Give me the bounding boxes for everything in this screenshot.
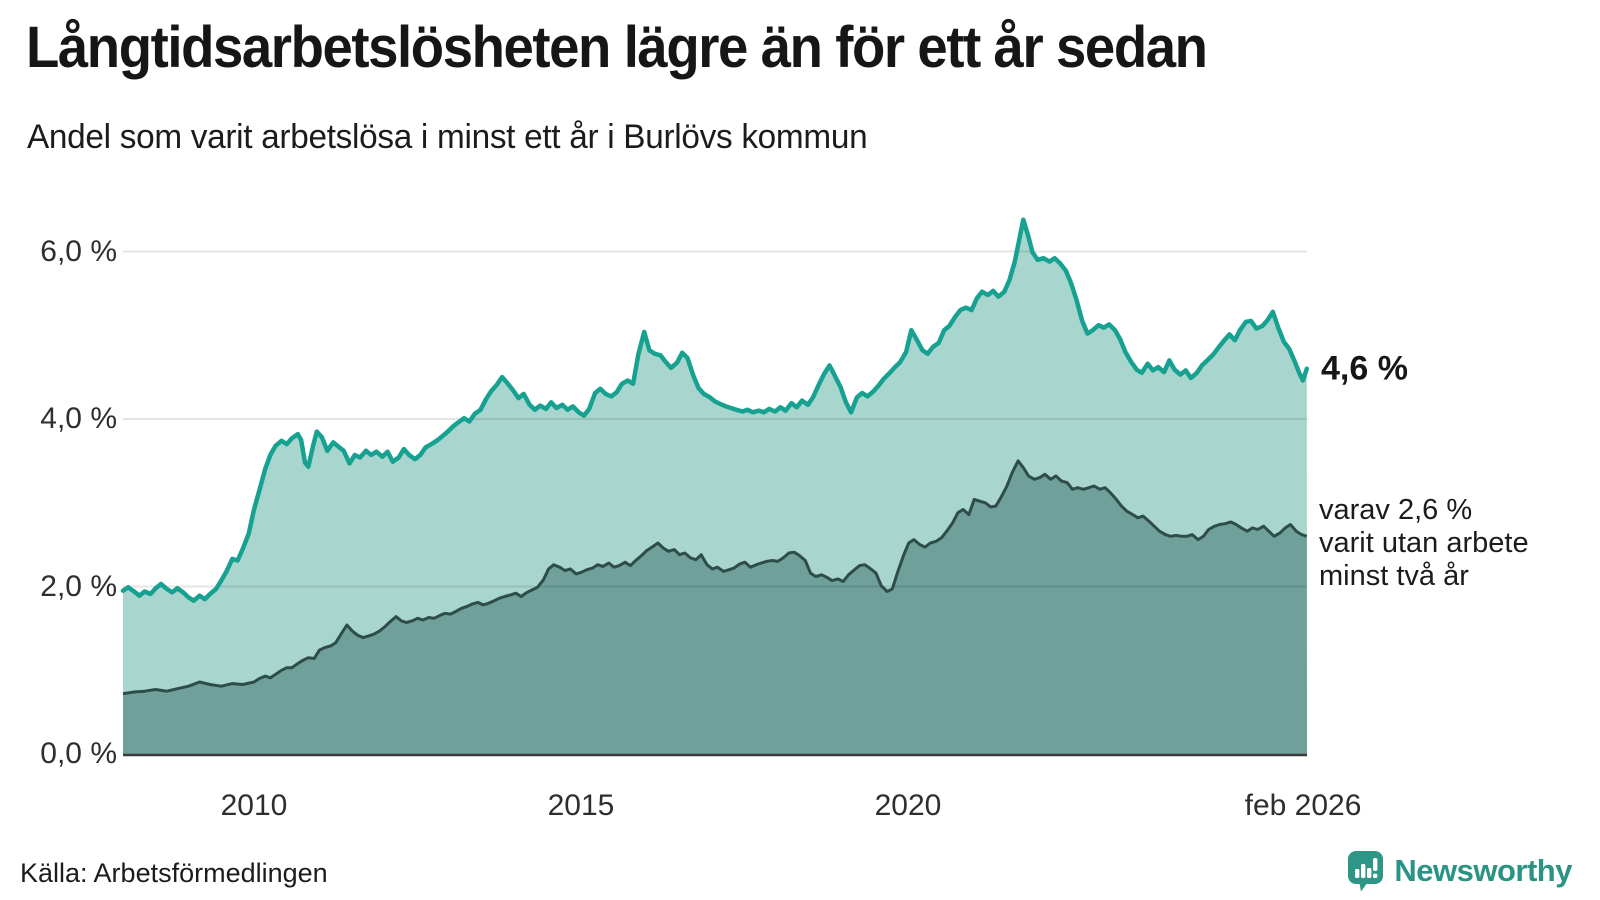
secondary-annotation-line-2: varit utan arbete (1319, 527, 1529, 559)
page-title: Långtidsarbetslösheten lägre än för ett … (26, 15, 1208, 80)
y-tick-label-4: 4,0 % (40, 402, 117, 435)
area-unemployed-min-two-years (123, 460, 1307, 754)
secondary-annotation-line-3: minst två år (1319, 560, 1469, 592)
secondary-annotation-line-1: varav 2,6 % (1319, 494, 1473, 526)
source-credit: Källa: Arbetsförmedlingen (20, 858, 328, 888)
y-tick-label-2: 2,0 % (40, 570, 117, 603)
line-unemployed-min-two-years (122, 459, 1308, 696)
chart-subtitle: Andel som varit arbetslösa i minst ett å… (27, 118, 868, 156)
x-tick-label-feb-2026: feb 2026 (1244, 789, 1362, 822)
x-tick-label-2010: 2010 (220, 789, 288, 822)
y-tick-label-6: 6,0 % (40, 235, 117, 268)
x-tick-label-2015: 2015 (547, 789, 615, 822)
line-unemployed-min-one-year (120, 217, 1310, 603)
newsworthy-speech-bubble-bar-chart-icon (1347, 850, 1384, 892)
x-tick-label-2020: 2020 (874, 789, 942, 822)
y-tick-label-0: 0,0 % (40, 737, 117, 770)
newsworthy-wordmark: Newsworthy (1394, 853, 1572, 888)
newsworthy-branding: Newsworthy (1347, 850, 1572, 892)
secondary-series-annotation: varav 2,6 % varit utan arbete minst två … (1319, 494, 1529, 593)
latest-value-annotation: 4,6 % (1321, 349, 1408, 388)
